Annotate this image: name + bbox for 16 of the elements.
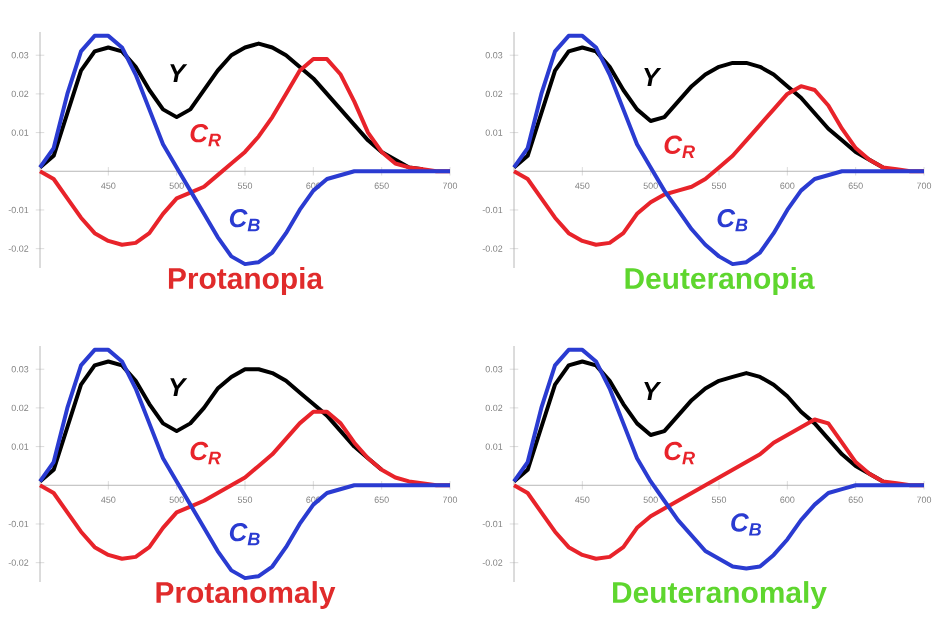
series-label: Y xyxy=(170,378,188,397)
series-label: C$_{B}$ xyxy=(229,522,260,546)
series-label: C$_{R}$ xyxy=(664,441,695,465)
text: Deuteranopia xyxy=(625,267,815,295)
series-label: C$_{B}$ xyxy=(731,513,762,536)
text: Protanomaly xyxy=(156,581,336,609)
series-label: Y xyxy=(644,382,662,400)
series-label: C$_{R}$ xyxy=(190,123,221,147)
series-label: Y xyxy=(170,64,188,83)
series-label: C$_{R}$ xyxy=(190,441,221,465)
series-label: C$_{R}$ xyxy=(664,135,695,158)
series-label: Y xyxy=(644,68,662,86)
series-label: C$_{B}$ xyxy=(229,208,260,232)
series-label: C$_{B}$ xyxy=(717,208,748,232)
text: Deuteranomaly xyxy=(613,581,827,609)
text: Protanopia xyxy=(168,267,324,295)
